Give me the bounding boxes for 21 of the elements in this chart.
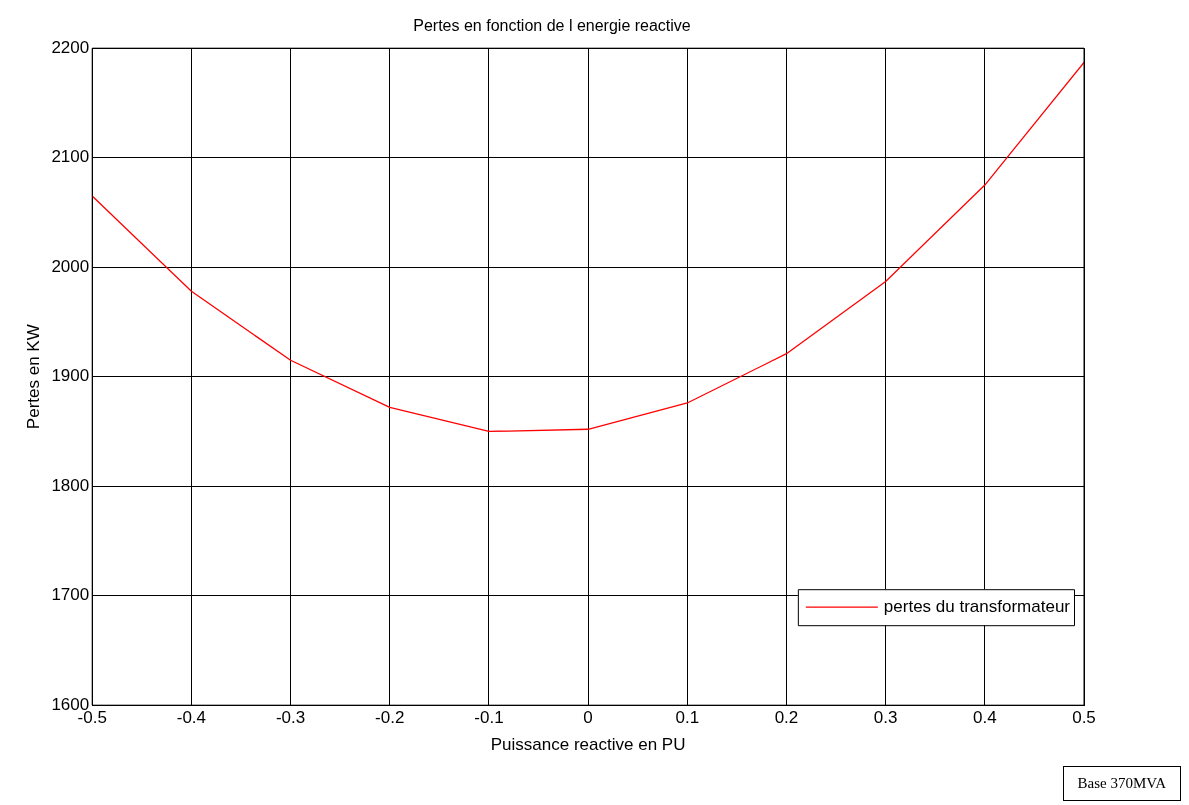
text: Base 370MVA bbox=[1062, 766, 1181, 801]
x-tick-label: 0.1 bbox=[675, 708, 700, 728]
y-tick-label: 1900 bbox=[51, 366, 90, 386]
y-tick-label: 2100 bbox=[51, 147, 90, 167]
x-tick-label: -0.4 bbox=[176, 708, 207, 728]
legend-label: pertes du transformateur bbox=[883, 596, 1071, 616]
y-axis-title: Pertes en KW bbox=[23, 324, 43, 430]
y-tick-label: 2000 bbox=[51, 256, 90, 276]
x-tick-label: 0.3 bbox=[873, 708, 898, 728]
x-axis-title: Puissance reactive en PU bbox=[490, 735, 686, 755]
x-tick-label: -0.3 bbox=[275, 708, 306, 728]
chart-title: Pertes en fonction de l energie reactive bbox=[413, 17, 691, 35]
y-tick-label: 2200 bbox=[51, 37, 90, 57]
x-tick-label: -0.2 bbox=[375, 708, 405, 728]
y-tick-label: 1700 bbox=[51, 585, 90, 605]
x-tick-label: 0.5 bbox=[1072, 708, 1096, 728]
x-tick-label: 0 bbox=[583, 708, 593, 728]
x-tick-label: 0.2 bbox=[774, 708, 799, 728]
x-tick-label: 0.4 bbox=[973, 708, 997, 728]
y-tick-label: 1800 bbox=[51, 475, 90, 495]
x-tick-label: -0.1 bbox=[474, 708, 504, 728]
